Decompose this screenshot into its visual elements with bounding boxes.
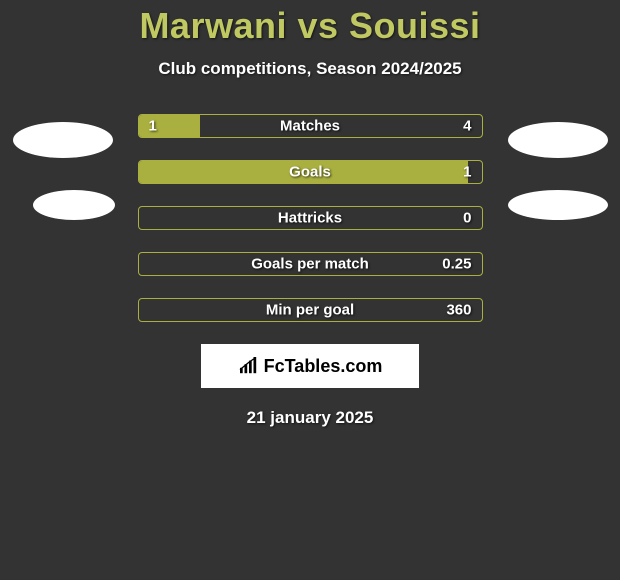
filler-ellipse — [508, 190, 608, 220]
stat-bar: Hattricks 0 — [138, 206, 483, 230]
filler-ellipse — [508, 122, 608, 158]
left-fillers-column — [13, 114, 123, 220]
brand-box: FcTables.com — [201, 344, 419, 388]
bar-value-left: 1 — [149, 118, 157, 135]
date-text: 21 january 2025 — [0, 408, 620, 428]
subtitle: Club competitions, Season 2024/2025 — [0, 59, 620, 79]
comparison-infographic: Marwani vs Souissi Club competitions, Se… — [0, 0, 620, 428]
bar-chart-icon — [238, 357, 260, 375]
bar-value-right: 360 — [446, 302, 471, 319]
stat-bar: Goals 1 — [138, 160, 483, 184]
stat-bar: Min per goal 360 — [138, 298, 483, 322]
right-fillers-column — [498, 114, 608, 220]
stat-bar: Goals per match 0.25 — [138, 252, 483, 276]
stats-area: 1 Matches 4 Goals 1 Hattricks 0 Goals per match… — [0, 114, 620, 322]
bars-column: 1 Matches 4 Goals 1 Hattricks 0 Goals per match… — [138, 114, 483, 322]
filler-ellipse — [33, 190, 115, 220]
page-title: Marwani vs Souissi — [0, 5, 620, 47]
filler-ellipse — [13, 122, 113, 158]
stat-bar: 1 Matches 4 — [138, 114, 483, 138]
bar-label: Goals — [289, 164, 331, 181]
bar-value-right: 4 — [463, 118, 471, 135]
bar-label: Hattricks — [278, 210, 342, 227]
bar-value-right: 0.25 — [442, 256, 471, 273]
bar-value-right: 0 — [463, 210, 471, 227]
brand-text: FcTables.com — [264, 356, 383, 377]
bar-label: Min per goal — [266, 302, 354, 319]
bar-label: Matches — [280, 118, 340, 135]
bar-value-right: 1 — [463, 164, 471, 181]
bar-label: Goals per match — [251, 256, 369, 273]
